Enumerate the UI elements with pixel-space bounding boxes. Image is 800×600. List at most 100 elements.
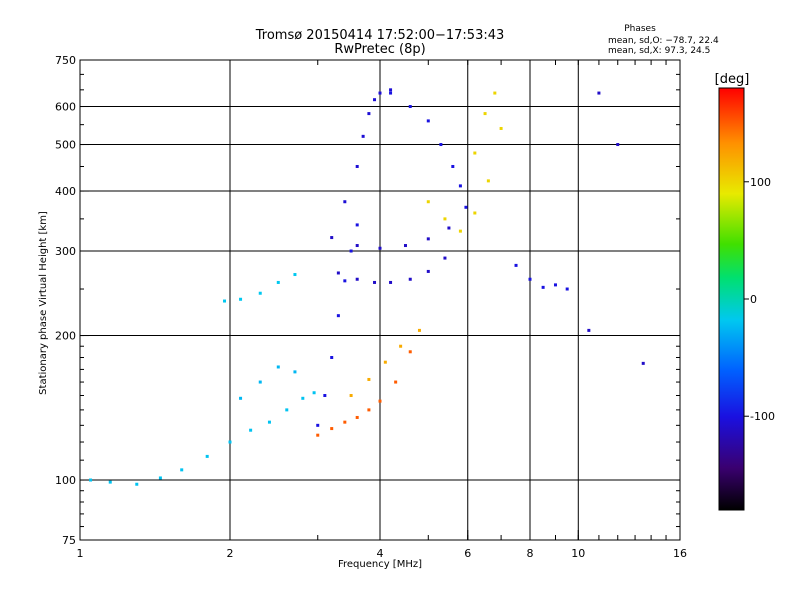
data-point	[403, 244, 407, 248]
x-tick-label: 16	[673, 547, 687, 560]
data-point	[389, 280, 393, 284]
data-points	[89, 88, 645, 486]
data-point	[293, 273, 297, 277]
y-tick-label: 400	[55, 185, 76, 198]
chart-title: Tromsø 20150414 17:52:00−17:53:43	[255, 28, 505, 43]
data-point	[389, 91, 393, 95]
x-tick-label: 8	[527, 547, 534, 560]
data-point	[343, 200, 347, 204]
data-point	[486, 179, 490, 183]
colorbar-tick-label: -100	[750, 410, 775, 423]
data-point	[349, 394, 353, 398]
data-point	[223, 299, 227, 303]
data-point	[276, 280, 280, 284]
data-point	[499, 126, 503, 130]
data-point	[373, 98, 377, 102]
data-point	[426, 200, 430, 204]
y-tick-label: 750	[55, 54, 76, 67]
data-point	[443, 217, 447, 221]
y-tick-label: 300	[55, 245, 76, 258]
data-point	[426, 237, 430, 241]
data-point	[361, 134, 365, 138]
data-point	[336, 314, 340, 318]
data-point	[355, 244, 359, 248]
x-axis-label: Frequency [MHz]	[338, 559, 422, 570]
data-point	[330, 236, 334, 240]
data-point	[343, 420, 347, 424]
data-point	[276, 365, 280, 369]
data-point	[394, 380, 398, 384]
data-point	[355, 415, 359, 419]
data-point	[553, 283, 557, 287]
data-point	[330, 355, 334, 359]
data-point	[312, 391, 316, 395]
x-tick-label: 6	[464, 547, 471, 560]
data-point	[439, 143, 443, 147]
data-point	[514, 263, 518, 267]
stats-line-o: mean, sd,O: −78.7, 22.4	[608, 36, 719, 46]
data-point	[587, 328, 591, 332]
data-point	[493, 91, 497, 95]
data-point	[378, 91, 382, 95]
data-point	[426, 119, 430, 123]
data-point	[451, 164, 455, 168]
data-point	[473, 211, 477, 215]
data-point	[389, 88, 393, 92]
data-point	[597, 91, 601, 95]
grid-lines	[80, 60, 680, 540]
data-point	[316, 433, 320, 437]
data-point	[355, 164, 359, 168]
data-point	[285, 408, 289, 412]
colorbar-ticks: 100 0 -100	[744, 176, 775, 423]
data-point	[367, 408, 371, 412]
colorbar-tick-label: 0	[750, 293, 757, 306]
y-tick-label: 75	[62, 534, 76, 547]
axis-ticks: 1 2 4 6 8 10 16 75 100 200 300 400 500 600 750	[55, 54, 687, 560]
data-point	[316, 423, 320, 427]
x-tick-label: 4	[377, 547, 384, 560]
data-point	[323, 394, 327, 398]
chart-subtitle: RwPretec (8p)	[334, 42, 425, 57]
data-point	[258, 291, 262, 295]
data-point	[447, 226, 451, 230]
data-point	[616, 143, 620, 147]
data-point	[541, 285, 545, 289]
plot-frame	[79, 59, 681, 541]
data-point	[473, 151, 477, 155]
data-point	[417, 328, 421, 332]
data-point	[343, 279, 347, 283]
data-point	[228, 440, 232, 444]
x-tick-label: 2	[227, 547, 234, 560]
data-point	[301, 396, 305, 400]
data-point	[293, 370, 297, 374]
y-tick-label: 600	[55, 101, 76, 114]
x-tick-label: 10	[571, 547, 585, 560]
data-point	[408, 350, 412, 354]
data-point	[355, 223, 359, 227]
colorbar	[718, 87, 745, 511]
data-point	[330, 427, 334, 431]
y-tick-label: 200	[55, 330, 76, 343]
y-axis-label: Stationary phase Virtual Height [km]	[38, 211, 49, 395]
data-point	[135, 482, 139, 486]
y-tick-label: 500	[55, 139, 76, 152]
data-point	[367, 112, 371, 116]
data-point	[443, 256, 447, 260]
stats-heading: Phases	[624, 24, 656, 34]
data-point	[239, 396, 243, 400]
data-point	[336, 271, 340, 275]
data-point	[367, 377, 371, 381]
data-point	[258, 380, 262, 384]
data-point	[408, 105, 412, 109]
data-point	[565, 287, 569, 291]
x-tick-label: 1	[77, 547, 84, 560]
stats-line-x: mean, sd,X: 97.3, 24.5	[608, 46, 710, 56]
data-point	[205, 454, 209, 458]
data-point	[483, 112, 487, 116]
y-tick-label: 100	[55, 474, 76, 487]
data-point	[458, 184, 462, 188]
data-point	[383, 360, 387, 364]
data-point	[180, 468, 184, 472]
data-point	[458, 229, 462, 233]
